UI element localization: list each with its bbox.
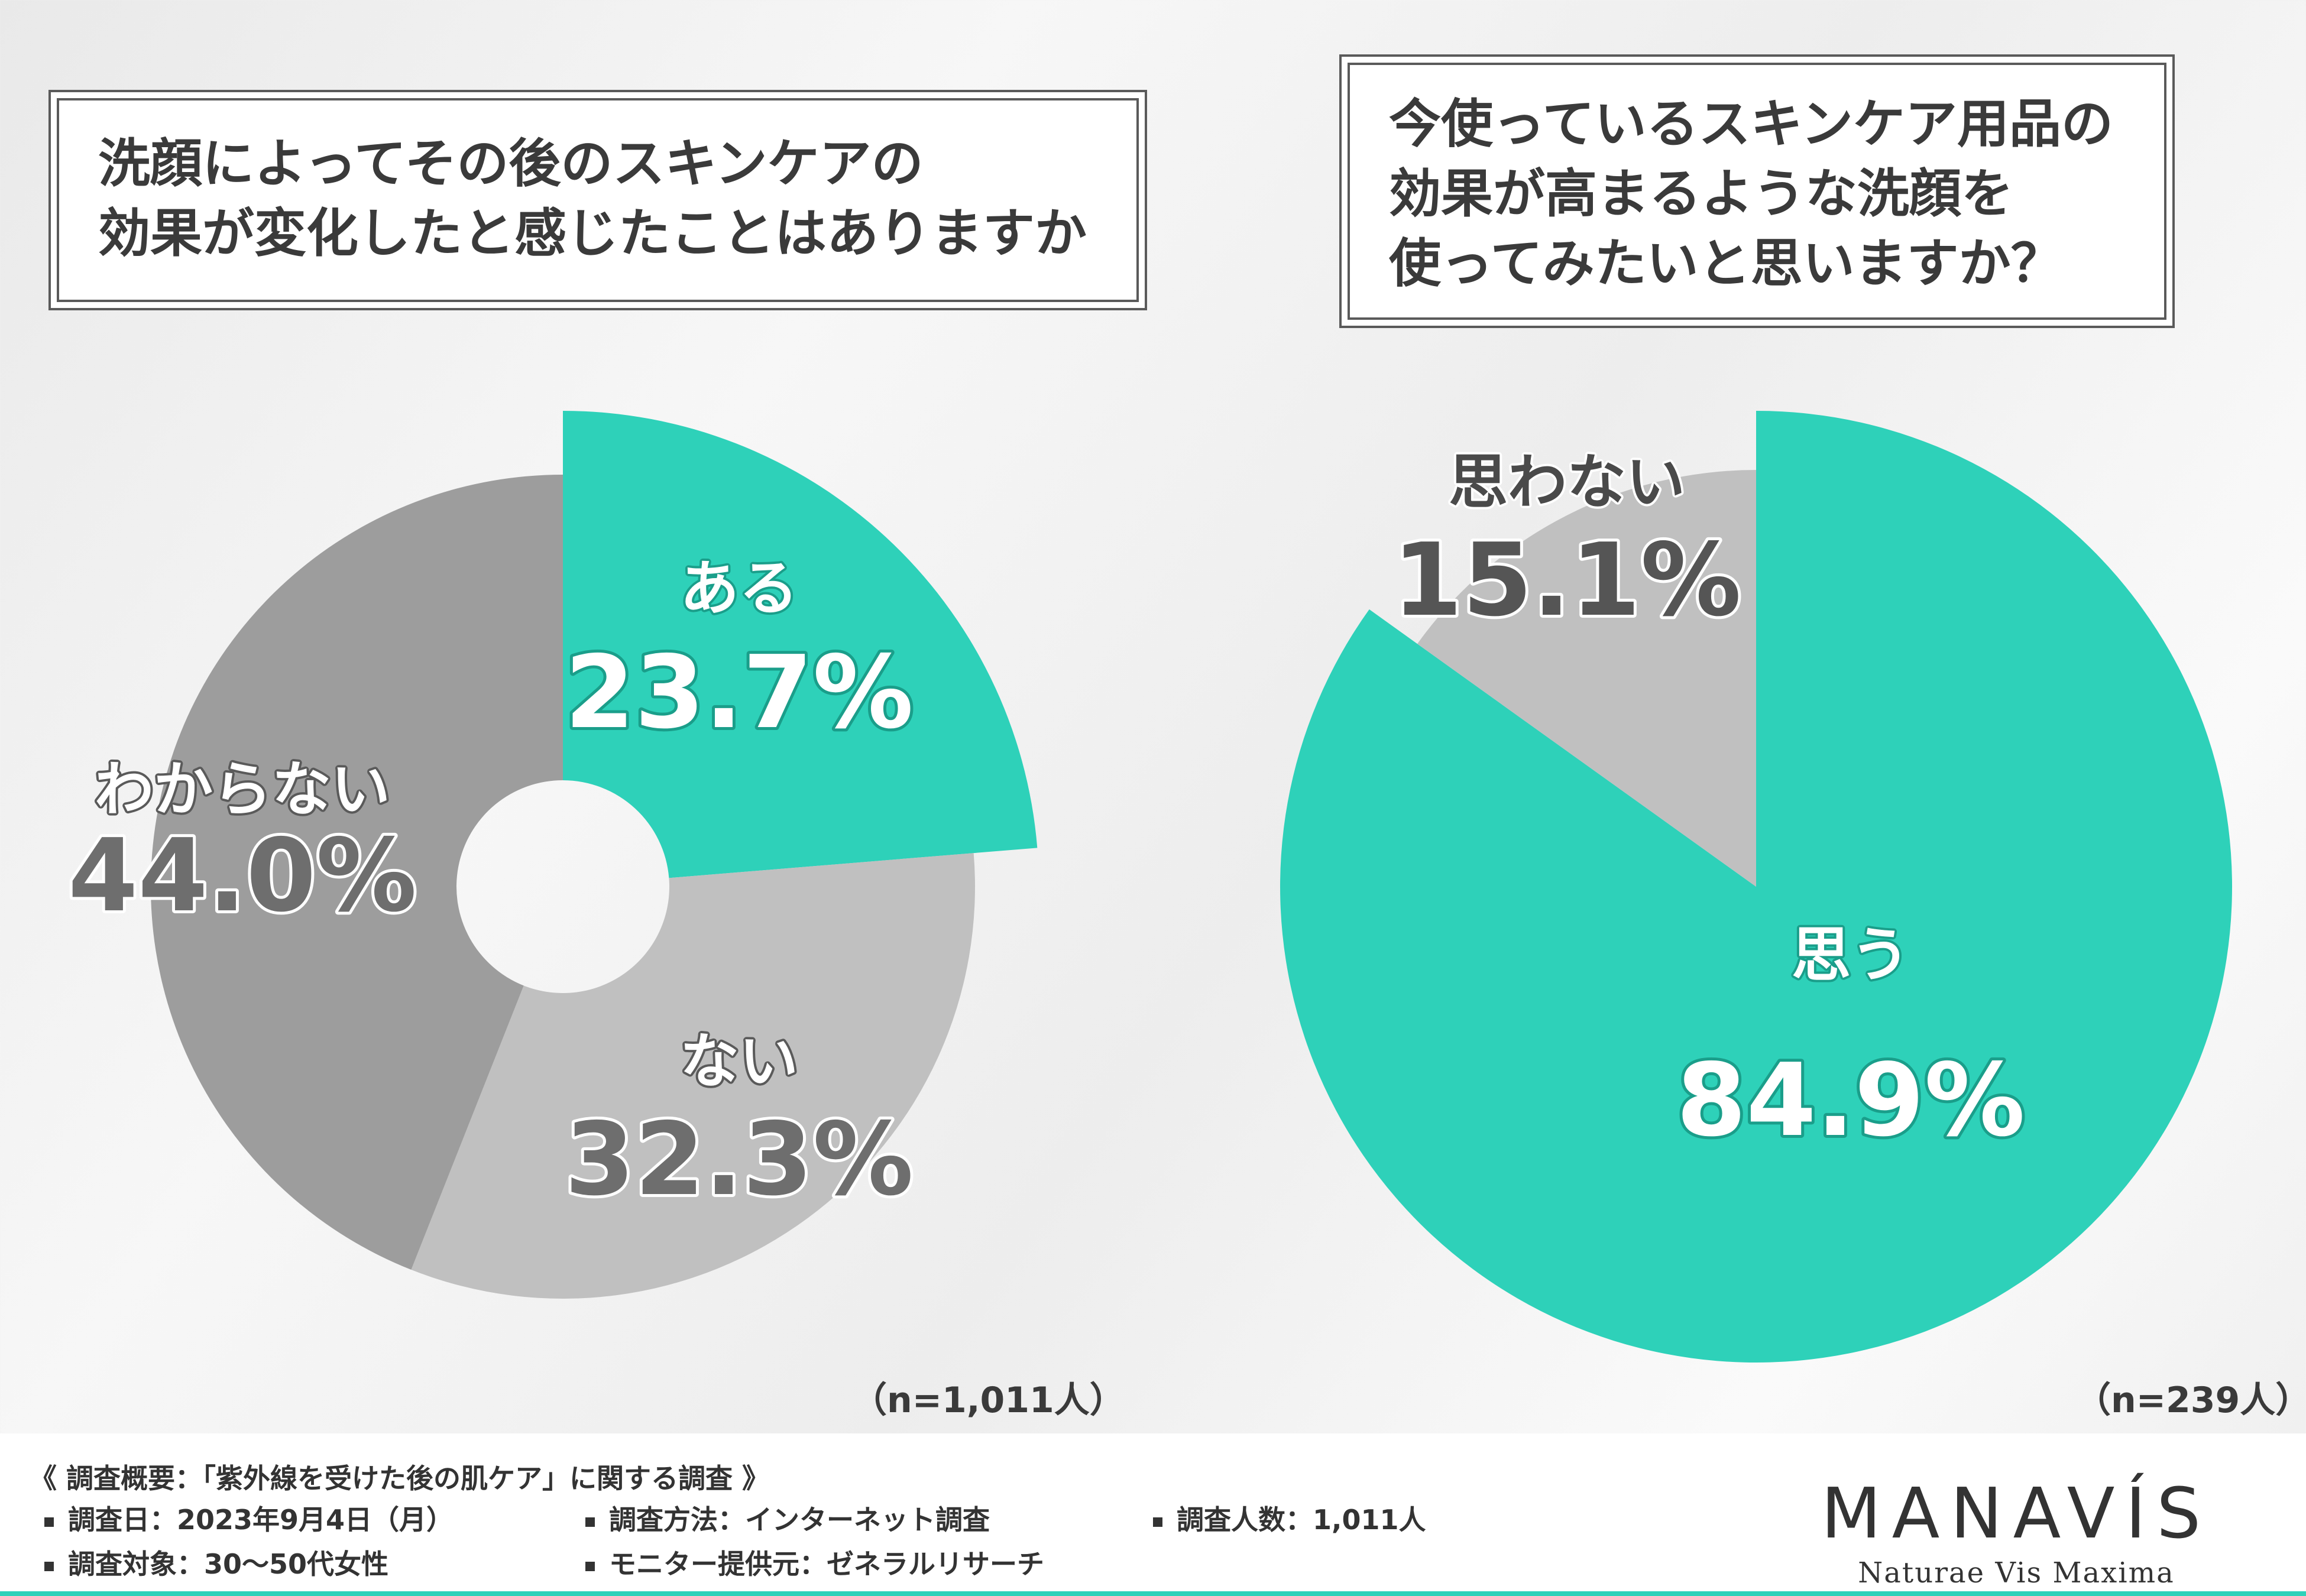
survey-target: 調査対象：30〜50代女性 (44, 1543, 388, 1582)
survey-date: 調査日：2023年9月4日（月） (44, 1498, 454, 1537)
chart-1-label-0: ある (680, 554, 798, 623)
question-box-2: 今使っているスキンケア用品の 効果が高まるような洗顔を 使ってみたいと思いますか… (1339, 54, 2175, 328)
brand-tagline: Naturae Vis Maxima (1858, 1556, 2175, 1589)
chart-2-label-1: 思わない (1449, 447, 1685, 517)
chart-1-slice-0 (563, 411, 1038, 878)
chart-2-value-0: 84.9% (1676, 1042, 2025, 1159)
chart-1-slice-2 (151, 475, 563, 1270)
chart-2-value-1: 15.1% (1392, 522, 1741, 639)
chart-2-slice-1 (1417, 470, 1756, 887)
chart-2-sample-size: （n=239人） (2075, 1380, 2306, 1421)
chart-2-label-0: 思う (1792, 920, 1910, 990)
brand-logo: MANAVÍS Naturae Vis Maxima (1780, 1475, 2253, 1589)
question-box-1: 洗顔によってその後のスキンケアの 効果が変化したと感じたことはありますか (48, 90, 1147, 310)
chart-1-sample-size: （n=1,011人） (851, 1380, 1125, 1421)
footer-accent-line (0, 1591, 2306, 1596)
survey-provider: モニター提供元：ゼネラルリサーチ (585, 1543, 1044, 1582)
survey-method: 調査方法：インターネット調査 (585, 1498, 990, 1537)
chart-1-value-1: 32.3% (565, 1101, 914, 1218)
survey-footer: 《 調査概要：「紫外線を受けた後の肌ケア」に関する調査 》 調査日：2023年9… (0, 1433, 2306, 1596)
brand-name: MANAVÍS (1821, 1472, 2212, 1554)
survey-title: 《 調査概要：「紫外線を受けた後の肌ケア」に関する調査 》 (30, 1462, 770, 1494)
chart-1-value-0: 23.7% (565, 634, 914, 751)
chart-1-label-1: ない (680, 1027, 798, 1096)
chart-1-value-2: 44.0% (68, 818, 417, 935)
chart-1-label-2: わからない (95, 755, 390, 824)
survey-count: 調査人数：1,011人 (1153, 1498, 1426, 1537)
chart-1-slice-1 (411, 853, 975, 1299)
